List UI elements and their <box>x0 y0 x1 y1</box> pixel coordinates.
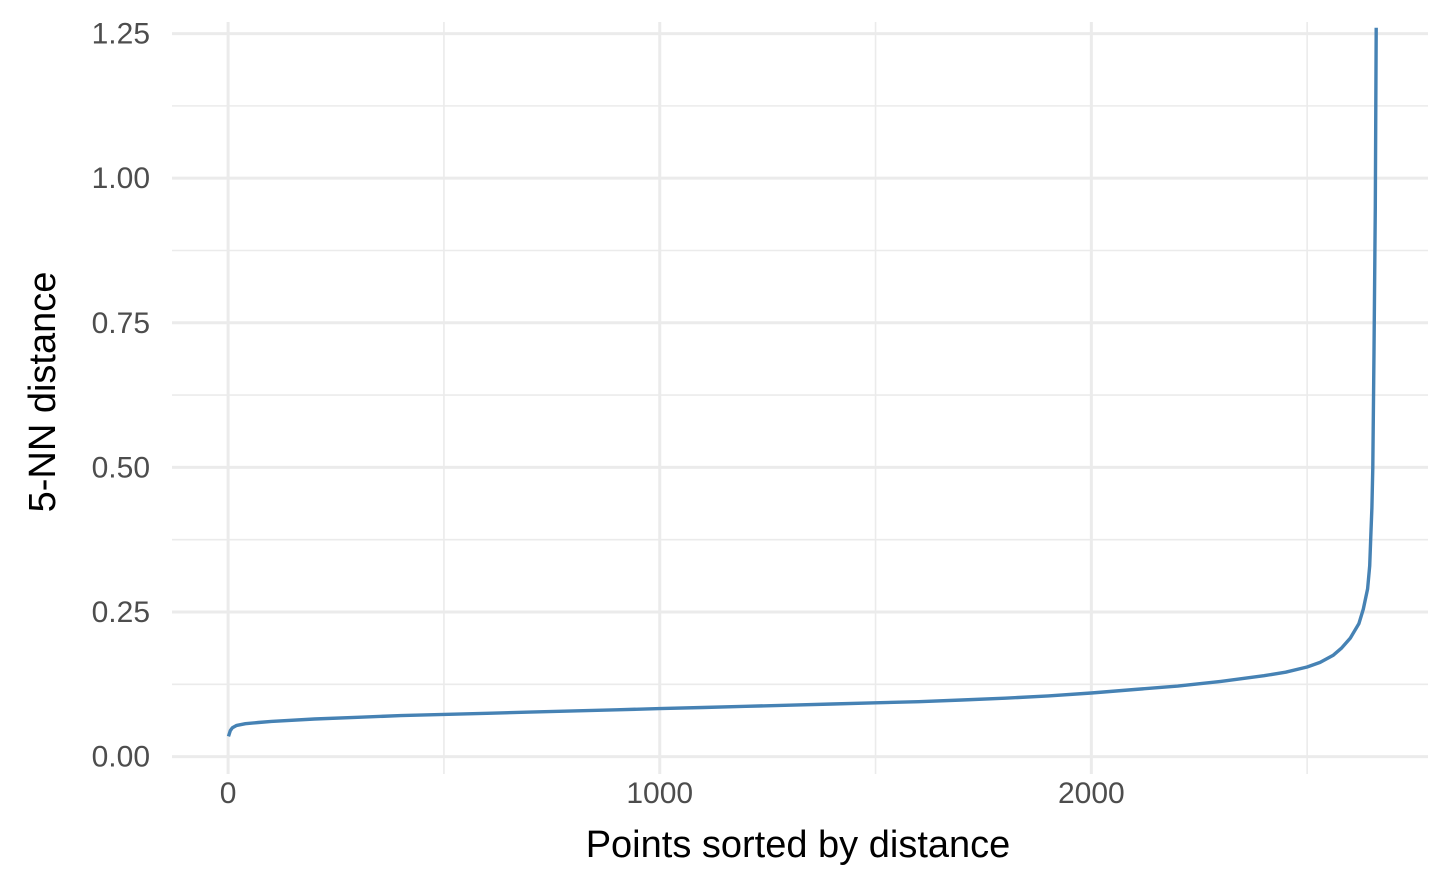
data-layer <box>226 27 1378 737</box>
x-tick-label: 2000 <box>1058 777 1125 810</box>
y-tick-label: 0.25 <box>92 596 150 629</box>
y-tick-label: 0.00 <box>92 741 150 774</box>
y-tick-label: 1.25 <box>92 18 150 51</box>
x-axis-ticks: 0 1000 2000 <box>220 777 1125 810</box>
y-tick-label: 1.00 <box>92 162 150 195</box>
x-tick-label: 0 <box>220 777 237 810</box>
y-tick-label: 0.50 <box>92 451 150 484</box>
y-axis-ticks: 0.00 0.25 0.50 0.75 1.00 1.25 <box>92 18 150 774</box>
x-tick-label: 1000 <box>626 777 693 810</box>
minor-gridlines <box>172 22 1428 774</box>
major-gridlines <box>172 22 1428 774</box>
series-line <box>226 27 1378 737</box>
y-axis-title: 5-NN distance <box>22 272 64 513</box>
x-axis-title: Points sorted by distance <box>586 824 1011 866</box>
y-tick-label: 0.75 <box>92 307 150 340</box>
